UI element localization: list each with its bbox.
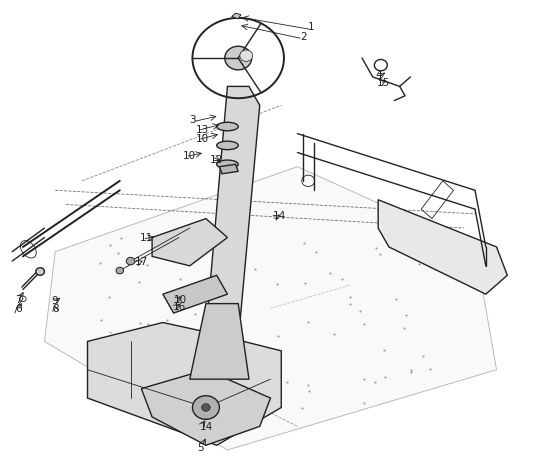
Text: 6: 6 [15, 304, 22, 314]
Text: 15: 15 [377, 77, 390, 87]
Polygon shape [232, 13, 241, 19]
Polygon shape [378, 200, 507, 294]
Text: 7: 7 [15, 295, 22, 305]
Polygon shape [206, 86, 260, 342]
Circle shape [126, 257, 135, 265]
Polygon shape [88, 323, 281, 445]
Text: 1: 1 [308, 22, 315, 32]
Text: 8: 8 [52, 304, 59, 314]
Text: 9: 9 [51, 296, 57, 306]
Circle shape [240, 50, 253, 61]
Polygon shape [44, 167, 497, 450]
Text: 2: 2 [300, 32, 307, 42]
Circle shape [193, 396, 219, 419]
Polygon shape [190, 304, 249, 379]
Polygon shape [141, 370, 270, 445]
Text: 5: 5 [197, 443, 204, 453]
Text: 10: 10 [183, 151, 196, 162]
Text: 16: 16 [173, 303, 186, 313]
Circle shape [36, 268, 44, 276]
Circle shape [116, 267, 123, 274]
Polygon shape [152, 218, 227, 266]
Text: 14: 14 [273, 211, 286, 221]
Ellipse shape [217, 141, 238, 150]
Ellipse shape [217, 160, 238, 169]
Text: 12: 12 [210, 154, 223, 164]
Text: 17: 17 [135, 257, 148, 267]
Text: 11: 11 [140, 233, 154, 244]
Circle shape [225, 46, 252, 70]
Text: 13: 13 [196, 125, 209, 135]
Text: 3: 3 [189, 115, 195, 125]
Text: 10: 10 [196, 134, 209, 144]
Polygon shape [163, 276, 227, 313]
Ellipse shape [217, 122, 238, 131]
Text: 4: 4 [375, 69, 382, 80]
Text: 14: 14 [200, 422, 213, 432]
Circle shape [202, 404, 210, 411]
Polygon shape [219, 164, 238, 174]
Text: 10: 10 [174, 295, 187, 305]
